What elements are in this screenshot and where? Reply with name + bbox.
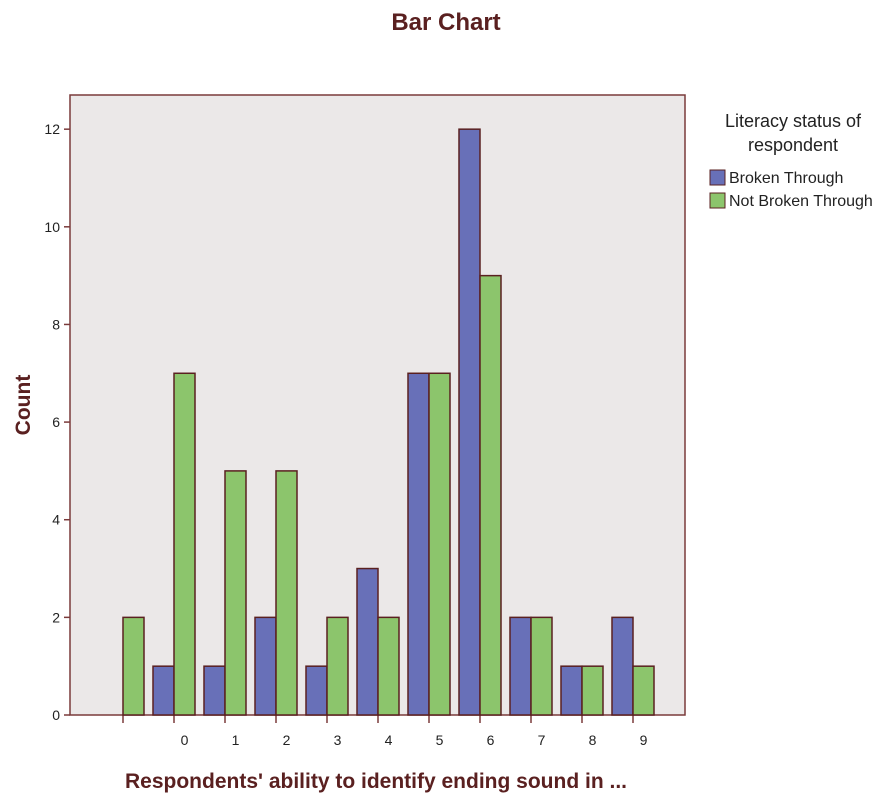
y-axis-label: Count [12, 375, 35, 436]
legend-swatch [709, 169, 726, 186]
bar-not-broken-through-4 [377, 616, 400, 716]
bar-not-broken-through-6 [479, 274, 502, 716]
bar-broken-through-6 [458, 128, 481, 716]
x-axis-label: Respondents' ability to identify ending … [125, 770, 627, 793]
legend-items: Broken Through Not Broken Through [709, 169, 873, 210]
bars [122, 128, 655, 716]
y-tick-label: 12 [44, 121, 60, 137]
x-tick-label: 4 [385, 732, 393, 748]
bar-broken-through-4 [356, 567, 379, 716]
bar-broken-through-3 [305, 665, 328, 716]
x-tick-label: 8 [589, 732, 597, 748]
x-tick-label: 1 [232, 732, 240, 748]
x-tick-label: 9 [640, 732, 648, 748]
bar-broken-through-9 [611, 616, 634, 716]
bar-broken-through-5 [407, 372, 430, 716]
bar-not-broken-through-3 [326, 616, 349, 716]
x-axis: 0 1 2 3 4 5 6 7 8 9 [122, 715, 648, 748]
bar-not-broken-through-2 [275, 470, 298, 716]
x-tick-label: 5 [436, 732, 444, 748]
y-tick-label: 8 [52, 316, 60, 332]
x-tick-label: 6 [487, 732, 495, 748]
bar-not-broken-through-5 [428, 372, 451, 716]
y-tick-label: 6 [52, 414, 60, 430]
x-tick-label: 7 [538, 732, 546, 748]
x-tick-label: 2 [283, 732, 291, 748]
legend-swatch [709, 192, 726, 209]
x-tick-label: 0 [181, 732, 189, 748]
bar-not-broken-through-9 [632, 665, 655, 716]
bar-broken-through-1 [203, 665, 226, 716]
bar-broken-through-0 [152, 665, 175, 716]
y-tick-label: 10 [44, 219, 60, 235]
bar-not-broken-through-blank [122, 616, 145, 716]
y-axis: 0 2 4 6 8 10 12 [44, 121, 70, 723]
y-tick-label: 4 [52, 512, 60, 528]
legend-label: Not Broken Through [729, 193, 873, 210]
bar-broken-through-8 [560, 665, 583, 716]
chart-title: Bar Chart [391, 9, 500, 36]
bar-not-broken-through-7 [530, 616, 553, 716]
bar-not-broken-through-8 [581, 665, 604, 716]
bar-broken-through-2 [254, 616, 277, 716]
legend-title: Literacy status of respondent [725, 111, 862, 155]
bar-not-broken-through-0 [173, 372, 196, 716]
y-tick-label: 0 [52, 707, 60, 723]
bar-not-broken-through-1 [224, 470, 247, 716]
legend-label: Broken Through [729, 170, 843, 187]
bar-broken-through-7 [509, 616, 532, 716]
legend: Literacy status of respondent Broken Thro… [709, 111, 873, 210]
y-tick-label: 2 [52, 609, 60, 625]
x-tick-label: 3 [334, 732, 342, 748]
